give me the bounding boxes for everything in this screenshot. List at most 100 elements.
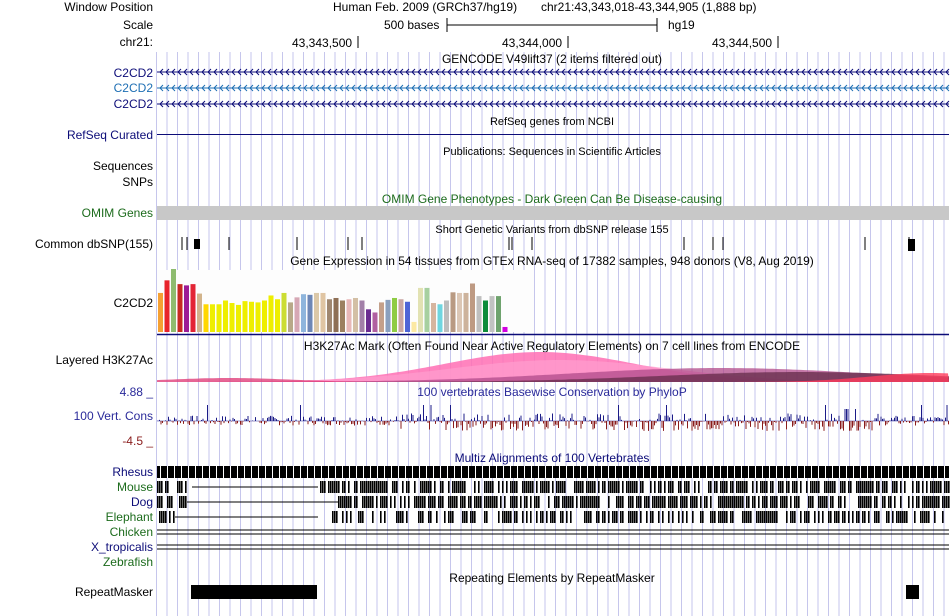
gtex-track-title[interactable]: Gene Expression in 54 tissues from GTEx … — [290, 254, 814, 268]
refseq-track-title[interactable]: RefSeq genes from NCBI — [489, 116, 615, 128]
strand-arrow — [321, 84, 326, 92]
alignment-block — [662, 511, 664, 523]
gencode-item-label[interactable]: C2CD2 — [113, 97, 153, 111]
multiz-species-label[interactable]: Rhesus — [112, 465, 153, 479]
alignment-block — [414, 496, 416, 508]
refseq-feature[interactable] — [0, 0, 950, 140]
conservation-track-title[interactable]: 100 vertebrates Basewise Conservation by… — [417, 385, 687, 399]
alignment-block — [668, 481, 670, 493]
multiz-track-title[interactable]: Multiz Alignments of 100 Vertebrates — [454, 451, 650, 465]
strand-arrow — [195, 100, 200, 108]
multiz-alignments[interactable] — [0, 0, 950, 570]
alignment-block — [436, 511, 438, 523]
alignment-block — [604, 481, 606, 493]
h3k27ac-track-title[interactable]: H3K27Ac Mark (Often Found Near Active Re… — [303, 339, 801, 353]
gtex-tissue-bar — [229, 303, 235, 332]
alignment-gap — [279, 466, 280, 478]
refseq-label[interactable]: RefSeq Curated — [66, 128, 153, 142]
alignment-block — [598, 481, 600, 493]
alignment-block — [181, 496, 183, 508]
h3k27ac-layer — [700, 373, 949, 382]
alignment-block — [788, 481, 790, 493]
h3k27ac-signal[interactable] — [0, 0, 950, 385]
strand-arrow — [573, 68, 578, 76]
alignment-gap — [580, 466, 581, 478]
alignment-block — [460, 481, 462, 493]
alignment-block — [454, 481, 456, 493]
h3k27ac-label[interactable]: Layered H3K27Ac — [55, 353, 153, 367]
alignment-block — [622, 481, 624, 493]
strand-arrow — [483, 100, 488, 108]
gtex-bar-chart[interactable] — [0, 0, 950, 340]
strand-arrow — [375, 100, 380, 108]
strand-arrow — [441, 100, 446, 108]
alignment-gap — [328, 466, 329, 478]
multiz-species-label[interactable]: Zebrafish — [102, 555, 153, 569]
gencode-features[interactable] — [0, 0, 950, 120]
alignment-block — [646, 496, 648, 508]
conservation-wiggle[interactable] — [0, 0, 950, 460]
publications-sequences-label[interactable]: Sequences — [92, 159, 153, 173]
alignment-block — [844, 511, 846, 523]
alignment-block — [384, 511, 386, 523]
publications-track-title[interactable]: Publications: Sequences in Scientific Ar… — [443, 146, 661, 158]
alignment-block — [588, 481, 590, 493]
strand-arrow — [501, 68, 506, 76]
strand-arrow — [165, 84, 170, 92]
dbsnp-track-title[interactable]: Short Genetic Variants from dbSNP releas… — [435, 224, 669, 236]
strand-arrow — [279, 100, 284, 108]
repeatmasker-track-title[interactable]: Repeating Elements by RepeatMasker — [449, 571, 655, 585]
gtex-label[interactable]: C2CD2 — [113, 296, 153, 310]
position-text[interactable]: chr21:43,343,018-43,344,905 (1,888 bp) — [541, 0, 757, 14]
alignment-block — [394, 496, 396, 508]
strand-arrow — [339, 84, 344, 92]
alignment-block — [746, 496, 748, 508]
alignment-block — [564, 496, 566, 508]
alignment-block — [362, 511, 364, 523]
multiz-species-label[interactable]: Chicken — [109, 525, 153, 539]
multiz-species-label[interactable]: Mouse — [116, 480, 153, 494]
gencode-track-title[interactable]: GENCODE V49lift37 (2 items filtered out) — [441, 52, 663, 66]
alignment-gap — [517, 466, 518, 478]
strand-arrow — [891, 84, 896, 92]
dbsnp-features[interactable] — [0, 0, 950, 260]
multiz-species-label[interactable]: Dog — [130, 495, 153, 509]
alignment-block — [838, 496, 840, 508]
alignment-block — [848, 511, 850, 523]
alignment-block — [506, 481, 508, 493]
alignment-block — [748, 511, 750, 523]
gencode-item-label[interactable]: C2CD2 — [113, 81, 153, 95]
repeatmasker-label[interactable]: RepeatMasker — [74, 585, 153, 599]
alignment-block — [894, 481, 896, 493]
conservation-label[interactable]: 100 Vert. Cons — [73, 409, 153, 423]
strand-arrow — [351, 68, 356, 76]
multiz-species-label[interactable]: X_tropicalis — [90, 540, 153, 554]
alignment-block — [448, 481, 450, 493]
strand-arrow — [231, 100, 236, 108]
alignment-gap — [776, 466, 777, 478]
strand-arrow — [939, 84, 944, 92]
alignment-block — [159, 511, 161, 523]
alignment-block — [536, 511, 538, 523]
strand-arrow — [549, 68, 554, 76]
omim-label[interactable]: OMIM Genes — [81, 206, 153, 220]
gtex-tissue-bar — [301, 294, 306, 332]
alignment-block — [608, 496, 610, 508]
alignment-gap — [230, 466, 231, 478]
strand-arrow — [639, 100, 644, 108]
alignment-block — [738, 496, 740, 508]
alignment-block — [630, 511, 632, 523]
dbsnp-label[interactable]: Common dbSNP(155) — [34, 237, 153, 251]
publications-snps-label[interactable]: SNPs — [122, 175, 153, 189]
multiz-species-label[interactable]: Elephant — [105, 510, 153, 524]
omim-track-title[interactable]: OMIM Gene Phenotypes - Dark Green Can Be… — [381, 192, 723, 206]
alignment-gap — [566, 466, 567, 478]
alignment-block — [356, 481, 358, 493]
strand-arrow — [705, 100, 710, 108]
alignment-block — [720, 496, 722, 508]
gencode-item-label[interactable]: C2CD2 — [113, 66, 153, 80]
strand-arrow — [513, 100, 518, 108]
omim-feature-bar[interactable] — [157, 206, 949, 220]
alignment-block — [526, 496, 528, 508]
